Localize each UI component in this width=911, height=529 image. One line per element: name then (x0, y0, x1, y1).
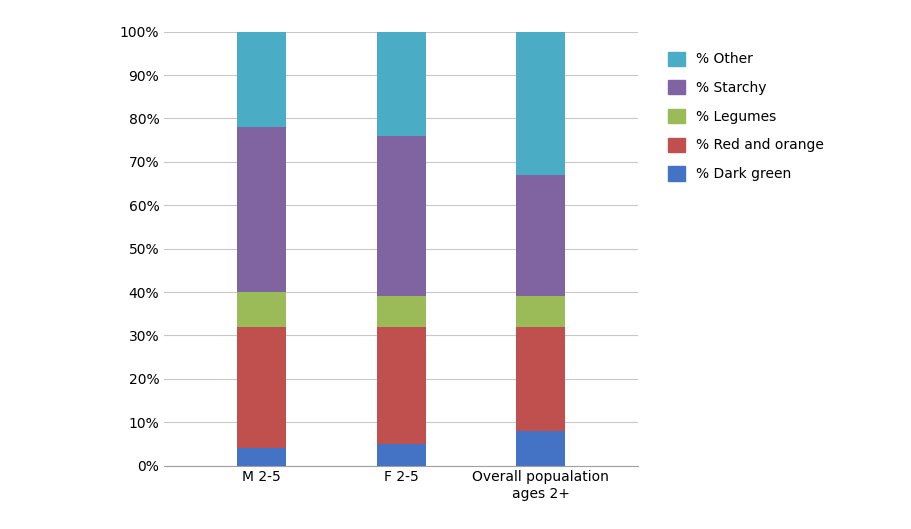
Bar (516, 327, 565, 431)
Bar (237, 292, 286, 327)
Bar (237, 327, 286, 448)
Bar (376, 327, 425, 444)
Bar (516, 296, 565, 327)
Bar (376, 444, 425, 466)
Bar (376, 136, 425, 296)
Bar (237, 448, 286, 466)
Bar (237, 127, 286, 292)
Bar (237, 32, 286, 127)
Legend: % Other, % Starchy, % Legumes, % Red and orange, % Dark green: % Other, % Starchy, % Legumes, % Red and… (663, 48, 827, 185)
Bar (516, 175, 565, 296)
Bar (516, 32, 565, 175)
Bar (376, 32, 425, 136)
Bar (376, 296, 425, 327)
Bar (516, 431, 565, 466)
